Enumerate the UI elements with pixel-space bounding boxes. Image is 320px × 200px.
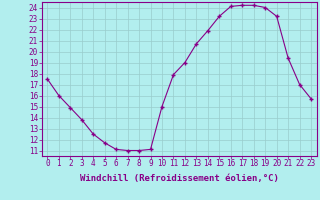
X-axis label: Windchill (Refroidissement éolien,°C): Windchill (Refroidissement éolien,°C) [80,174,279,183]
